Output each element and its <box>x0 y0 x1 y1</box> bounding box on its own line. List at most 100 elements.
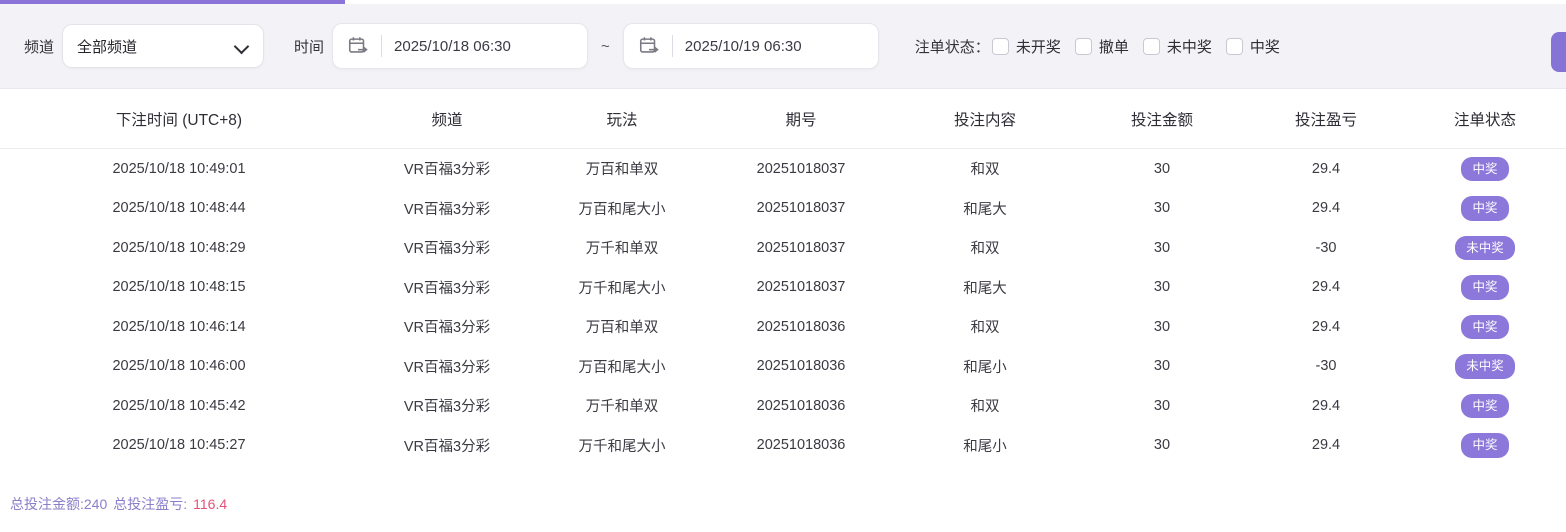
checkbox-item-won[interactable]: 中奖 <box>1225 36 1280 57</box>
order-status-filter-group: 注单状态： 未开奖 撤单 未中奖 中奖 <box>915 36 1294 57</box>
cell-issue: 20251018036 <box>756 358 846 375</box>
cell-pnl: 29.4 <box>1311 397 1341 414</box>
status-badge[interactable]: 未中奖 <box>1455 354 1515 379</box>
checkbox-item-lost[interactable]: 未中奖 <box>1142 36 1212 57</box>
status-badge[interactable]: 未中奖 <box>1455 235 1515 260</box>
cell-time: 2025/10/18 10:45:42 <box>112 397 246 414</box>
cell-content: 和双 <box>970 162 1000 179</box>
cell-amount: 30 <box>1153 318 1171 335</box>
cell-pnl: 29.4 <box>1311 437 1341 454</box>
cell-content: 和双 <box>970 241 1000 258</box>
cell-content: 和尾大 <box>963 280 1007 297</box>
cell-channel: VR百福3分彩 <box>403 201 491 218</box>
cell-issue: 20251018037 <box>756 279 846 296</box>
cell-amount: 30 <box>1153 437 1171 454</box>
table-row[interactable]: 2025/10/18 10:48:15 VR百福3分彩 万千和尾大小 20251018… <box>0 268 1566 308</box>
checkbox-won[interactable] <box>1225 37 1243 55</box>
table-row[interactable]: 2025/10/18 10:48:29 VR百福3分彩 万千和单双 202510180… <box>0 228 1566 268</box>
cell-time: 2025/10/18 10:48:29 <box>112 239 246 256</box>
cell-status: 中奖 <box>1404 275 1566 300</box>
cell-channel: VR百福3分彩 <box>403 162 491 179</box>
status-badge[interactable]: 中奖 <box>1461 314 1509 339</box>
column-header-time: 下注时间 (UTC+8) <box>115 111 243 129</box>
cell-playtype: 万千和尾大小 <box>578 280 666 297</box>
date-divider <box>381 35 383 57</box>
cell-issue: 20251018037 <box>756 200 846 217</box>
cell-issue: 20251018036 <box>756 437 846 454</box>
cell-status: 未中奖 <box>1404 235 1566 260</box>
table-row[interactable]: 2025/10/18 10:45:42 VR百福3分彩 万千和单双 202510180… <box>0 386 1566 426</box>
cell-time: 2025/10/18 10:46:00 <box>112 358 246 375</box>
date-range-separator: ~ <box>601 37 610 55</box>
table-row[interactable]: 2025/10/18 10:46:14 VR百福3分彩 万百和单双 202510180… <box>0 307 1566 347</box>
active-tab-indicator <box>0 0 345 4</box>
checkbox-cancelled[interactable] <box>1074 37 1092 55</box>
column-header-issue: 期号 <box>785 111 817 129</box>
cell-amount: 30 <box>1153 239 1171 256</box>
table-header-row: 下注时间 (UTC+8) 频道 玩法 期号 投注内容 投注金额 投注盈亏 注单状… <box>0 89 1566 149</box>
date-end-input[interactable]: 2025/10/19 06:30 <box>622 23 879 69</box>
column-header-playtype: 玩法 <box>606 111 638 129</box>
status-badge[interactable]: 中奖 <box>1461 393 1509 418</box>
table-row[interactable]: 2025/10/18 10:49:01 VR百福3分彩 万百和单双 202510180… <box>0 149 1566 189</box>
table-row[interactable]: 2025/10/18 10:46:00 VR百福3分彩 万百和尾大小 20251018… <box>0 347 1566 387</box>
table-body: 2025/10/18 10:49:01 VR百福3分彩 万百和单双 202510180… <box>0 149 1566 465</box>
column-header-channel: 频道 <box>431 111 463 129</box>
date-divider <box>671 35 673 57</box>
cell-pnl: 29.4 <box>1311 279 1341 296</box>
table-row[interactable]: 2025/10/18 10:45:27 VR百福3分彩 万千和尾大小 20251018… <box>0 426 1566 466</box>
cell-issue: 20251018036 <box>756 397 846 414</box>
total-amount-text: 总投注金额:240 <box>10 496 108 512</box>
status-badge[interactable]: 中奖 <box>1461 156 1509 181</box>
cell-status: 未中奖 <box>1404 354 1566 379</box>
cell-channel: VR百福3分彩 <box>403 438 491 455</box>
table-row[interactable]: 2025/10/18 10:48:44 VR百福3分彩 万百和尾大小 20251018… <box>0 189 1566 229</box>
cell-channel: VR百福3分彩 <box>403 280 491 297</box>
cell-content: 和尾小 <box>963 359 1007 376</box>
cell-playtype: 万百和单双 <box>585 162 659 179</box>
cell-channel: VR百福3分彩 <box>403 320 491 337</box>
calendar-end-icon <box>639 37 659 53</box>
checkbox-item-pending[interactable]: 未开奖 <box>991 36 1061 57</box>
status-badge[interactable]: 中奖 <box>1461 433 1509 458</box>
column-header-amount: 投注金额 <box>1130 111 1193 129</box>
bet-records-table: 下注时间 (UTC+8) 频道 玩法 期号 投注内容 投注金额 投注盈亏 注单状… <box>0 89 1566 465</box>
checkbox-item-cancelled[interactable]: 撤单 <box>1074 36 1129 57</box>
channel-select[interactable]: 全部频道 <box>62 24 265 68</box>
date-start-input[interactable]: 2025/10/18 06:30 <box>332 23 589 69</box>
date-end-value: 2025/10/19 06:30 <box>684 37 802 55</box>
channel-select-value: 全部频道 <box>77 38 138 56</box>
cell-playtype: 万千和单双 <box>585 399 659 416</box>
cell-amount: 30 <box>1153 200 1171 217</box>
cell-time: 2025/10/18 10:48:44 <box>112 200 246 217</box>
channel-label: 频道 <box>24 38 55 56</box>
cell-channel: VR百福3分彩 <box>403 359 491 376</box>
cell-issue: 20251018036 <box>756 318 846 335</box>
cell-content: 和双 <box>970 399 1000 416</box>
cell-status: 中奖 <box>1404 314 1566 339</box>
cell-status: 中奖 <box>1404 156 1566 181</box>
cell-amount: 30 <box>1153 160 1171 177</box>
cell-pnl: 29.4 <box>1311 200 1341 217</box>
filter-bar: 频道 全部频道 时间 2025/10/18 06:30 ~ 2025/10/19… <box>0 4 1566 89</box>
status-badge[interactable]: 中奖 <box>1461 275 1509 300</box>
tab-strip-remainder <box>345 0 1566 4</box>
cell-amount: 30 <box>1153 279 1171 296</box>
cell-channel: VR百福3分彩 <box>403 241 491 258</box>
status-badge[interactable]: 中奖 <box>1461 196 1509 221</box>
checkbox-lost[interactable] <box>1142 37 1160 55</box>
checkbox-label-pending: 未开奖 <box>1015 38 1061 56</box>
total-pnl-label: 总投注盈亏: <box>113 496 188 512</box>
cell-status: 中奖 <box>1404 196 1566 221</box>
cell-time: 2025/10/18 10:45:27 <box>112 437 246 454</box>
totals-summary: 总投注金额:240 总投注盈亏: 116.4 <box>10 494 227 514</box>
cell-playtype: 万百和尾大小 <box>578 359 666 376</box>
order-status-label: 注单状态： <box>914 38 990 56</box>
checkbox-pending[interactable] <box>991 37 1009 55</box>
calendar-start-icon <box>349 37 368 53</box>
cell-time: 2025/10/18 10:49:01 <box>112 160 246 177</box>
cell-time: 2025/10/18 10:48:15 <box>112 279 246 296</box>
search-submit-button[interactable] <box>1551 32 1566 72</box>
cell-playtype: 万百和单双 <box>585 320 659 337</box>
column-header-status: 注单状态 <box>1453 111 1516 129</box>
